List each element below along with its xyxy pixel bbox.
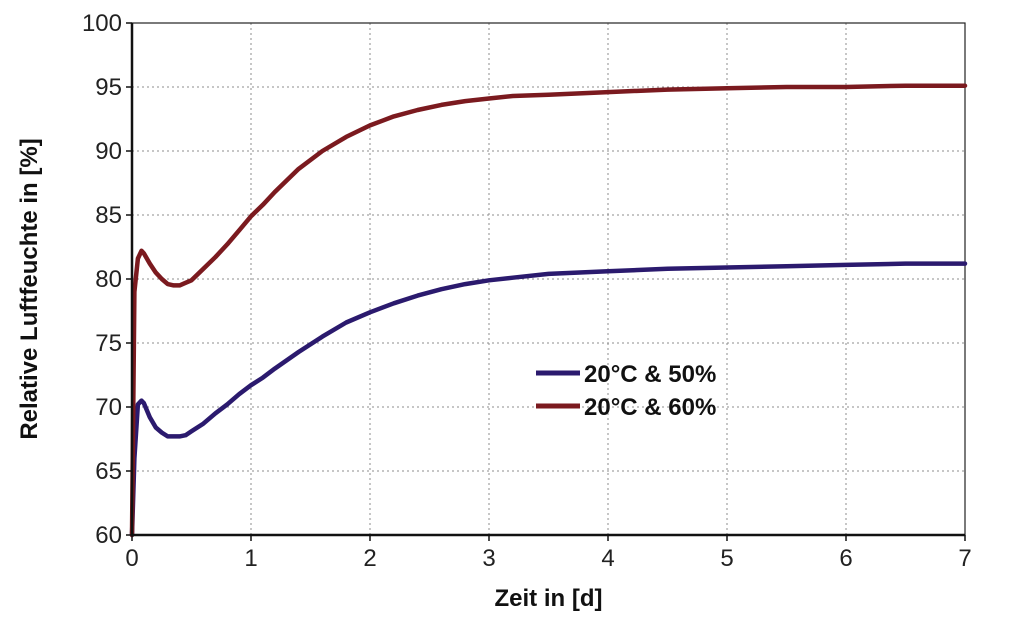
x-tick-label: 7 [958,545,971,572]
x-tick-label: 4 [601,545,614,572]
y-axis-ticks: 60 65 70 75 80 85 90 95 100 [82,10,132,549]
y-tick-label: 90 [95,138,122,165]
x-tick-label: 0 [125,545,138,572]
y-tick-label: 60 [95,522,122,549]
legend: 20°C & 50% 20°C & 60% [536,361,716,421]
y-tick-label: 100 [82,10,122,37]
legend-label-series-2: 20°C & 60% [584,394,716,421]
y-tick-label: 75 [95,330,122,357]
x-tick-label: 3 [482,545,495,572]
x-axis-title: Zeit in [d] [495,585,603,612]
y-tick-label: 70 [95,394,122,421]
grid [132,23,965,535]
y-tick-label: 95 [95,74,122,101]
y-tick-label: 65 [95,458,122,485]
legend-label-series-1: 20°C & 50% [584,361,716,388]
series-layer [129,83,968,538]
series-line-1 [129,261,968,538]
x-tick-label: 5 [720,545,733,572]
x-tick-label: 2 [363,545,376,572]
x-tick-label: 6 [839,545,852,572]
x-tick-label: 1 [244,545,257,572]
x-axis-ticks: 0 1 2 3 4 5 6 7 [125,535,972,572]
series-line-2 [129,83,968,538]
y-tick-label: 85 [95,202,122,229]
y-axis-title: Relative Luftfeuchte in [%] [16,138,43,439]
y-tick-label: 80 [95,266,122,293]
